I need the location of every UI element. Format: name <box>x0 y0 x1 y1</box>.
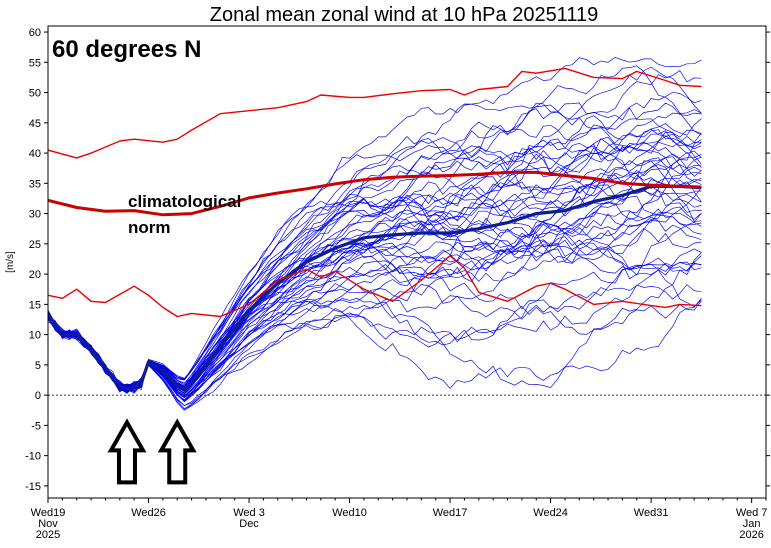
ensemble-member-line <box>48 236 702 406</box>
y-tick-label: 0 <box>35 390 41 402</box>
climatological-upper-line <box>48 67 702 159</box>
y-tick-label: 5 <box>35 360 41 372</box>
x-tick-label: Wed26 <box>131 507 166 519</box>
x-tick-label: Nov <box>38 518 58 530</box>
ensemble-mean-line <box>48 184 702 392</box>
up-arrow-icon <box>107 418 147 485</box>
annotation-arrows <box>107 418 197 485</box>
x-tick-label: Wed10 <box>332 507 367 519</box>
y-tick-label: -15 <box>25 481 41 493</box>
y-tick-label: 50 <box>29 88 41 100</box>
y-tick-label: 15 <box>29 299 41 311</box>
x-tick-label: Wed17 <box>433 507 468 519</box>
ensemble-member-line <box>48 141 702 390</box>
x-tick-label: Dec <box>239 518 259 530</box>
x-tick-label: Wed19 <box>31 507 66 519</box>
y-tick-label: 45 <box>29 118 41 130</box>
x-tick-label: 2026 <box>739 529 763 541</box>
climatological-mean-line <box>48 170 702 217</box>
y-tick-label: 25 <box>29 239 41 251</box>
climatological-lower-line <box>48 255 702 318</box>
x-tick-label: Jan <box>743 518 761 530</box>
x-tick-label: Wed 3 <box>233 507 265 519</box>
y-tick-label: 20 <box>29 269 41 281</box>
up-arrow-icon <box>157 418 197 485</box>
ensemble-members <box>48 57 702 411</box>
y-tick-label: 30 <box>29 209 41 221</box>
latitude-label: 60 degrees N <box>52 36 201 63</box>
ensemble-member-line <box>48 255 702 403</box>
y-tick-label: -10 <box>25 451 41 463</box>
ensemble-member-line <box>48 102 702 389</box>
ensemble-member-line <box>48 284 702 410</box>
y-tick-label: 60 <box>29 27 41 39</box>
x-tick-label: Wed24 <box>533 507 568 519</box>
y-tick-label: 55 <box>29 57 41 69</box>
y-tick-label: 10 <box>29 330 41 342</box>
y-axis-label: [m/s] <box>5 251 16 273</box>
ensemble-member-line <box>48 268 702 407</box>
y-tick-label: -5 <box>31 420 41 432</box>
x-tick-label: Wed31 <box>634 507 669 519</box>
ensemble-member-line <box>48 139 702 391</box>
climatological-norm-label-norm: norm <box>128 218 171 237</box>
ensemble-member-line <box>48 228 702 402</box>
chart-title: Zonal mean zonal wind at 10 hPa 20251119 <box>210 4 598 26</box>
y-axis: -15 -10 -5 0 5 10 15 20 25 30 35 40 45 50 55 60 <box>25 27 770 493</box>
climatological-norm-label: climatological <box>128 192 241 211</box>
y-tick-label: 35 <box>29 178 41 190</box>
summary-series <box>48 67 702 392</box>
ensemble-member-line <box>48 65 702 391</box>
x-tick-label: 2025 <box>36 529 60 541</box>
y-tick-label: 40 <box>29 148 41 160</box>
x-tick-label: Wed 7 <box>736 507 768 519</box>
